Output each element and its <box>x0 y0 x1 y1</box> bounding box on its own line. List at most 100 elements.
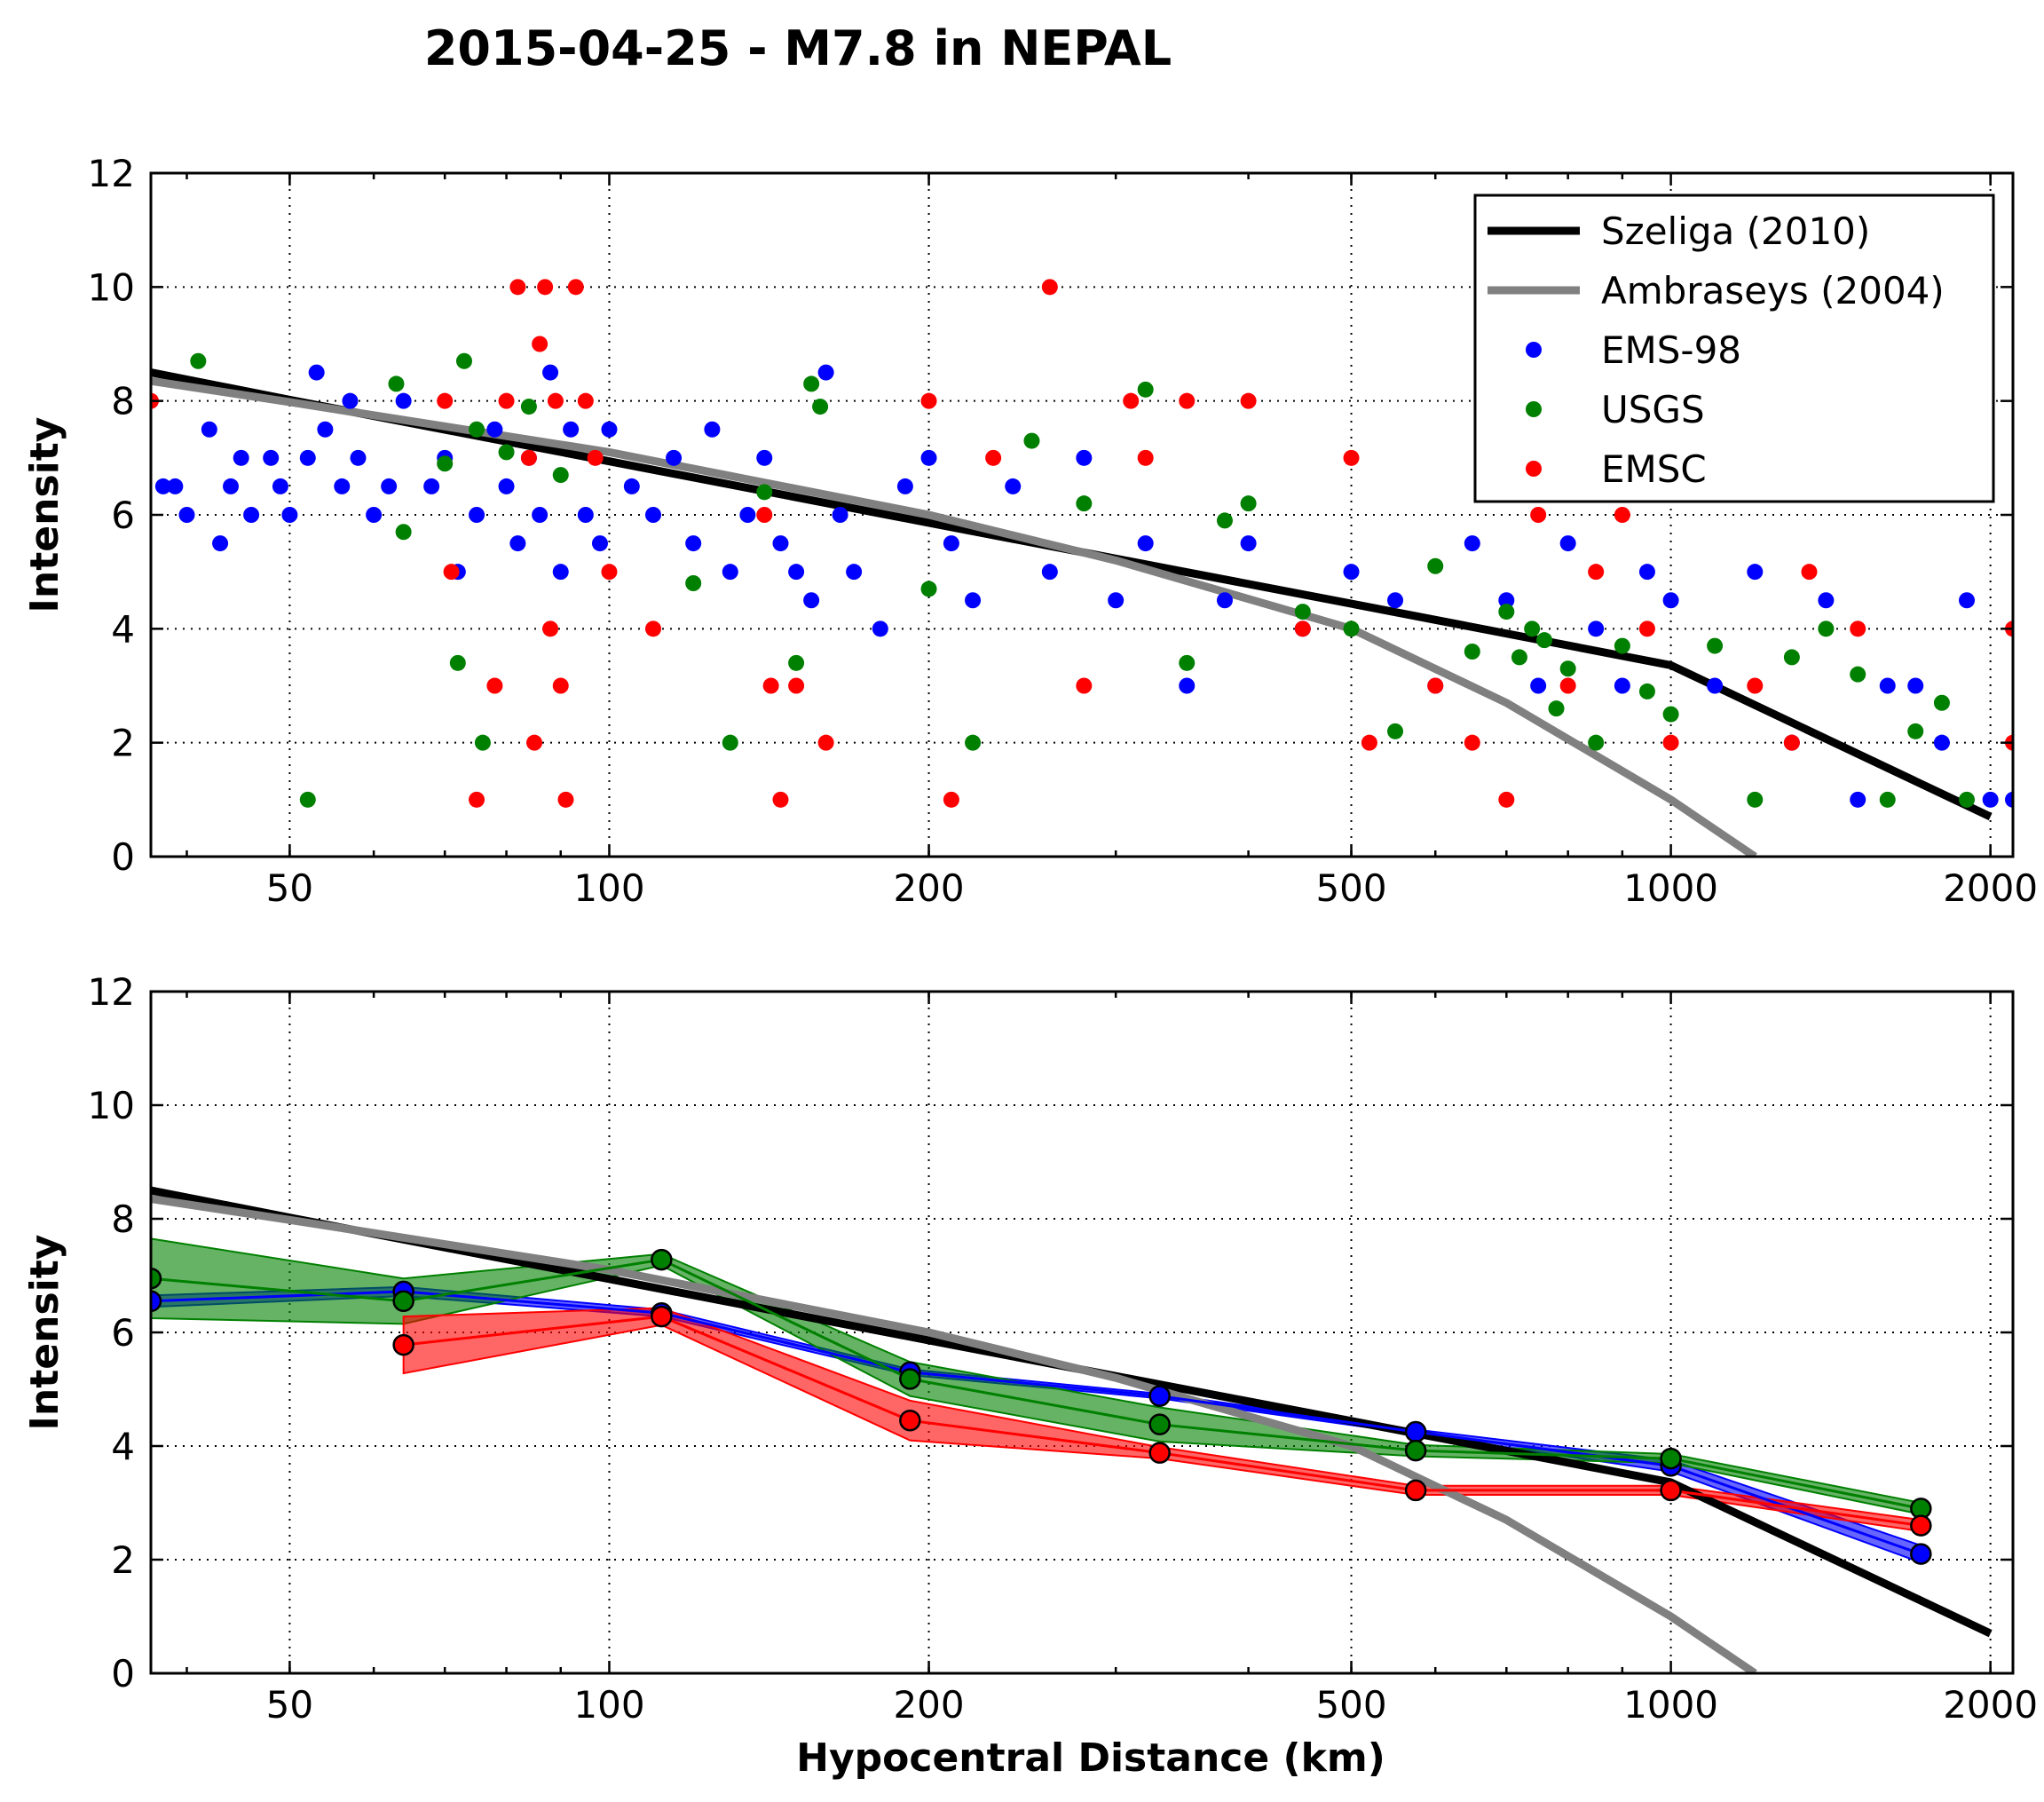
point-ems-98 <box>1076 449 1093 466</box>
point-usgs <box>1850 666 1866 683</box>
point-usgs <box>437 455 454 472</box>
point-ems-98 <box>739 507 756 523</box>
point-ems-98 <box>201 421 217 438</box>
marker-usgs <box>899 1368 921 1390</box>
point-emsc <box>552 677 569 694</box>
line-ambraseys-2004 <box>151 1195 1757 1673</box>
point-usgs <box>1707 637 1724 654</box>
y-axis-label: Intensity <box>22 1235 67 1431</box>
point-ems-98 <box>1108 592 1125 609</box>
point-usgs <box>722 734 738 751</box>
x-tick-label: 1000 <box>1623 866 1718 910</box>
point-usgs <box>1907 723 1924 739</box>
point-ems-98 <box>1464 535 1480 552</box>
point-ems-98 <box>601 421 618 438</box>
legend-box <box>1473 194 1995 503</box>
y-tick-label: 8 <box>111 1197 135 1241</box>
point-ems-98 <box>178 507 195 523</box>
point-ems-98 <box>1638 564 1655 581</box>
point-usgs <box>1511 649 1527 666</box>
point-usgs <box>1498 604 1515 620</box>
x-tick-label: 200 <box>893 866 964 910</box>
point-usgs <box>1216 512 1233 529</box>
point-usgs <box>520 399 537 415</box>
marker-emsc <box>1910 1514 1932 1537</box>
y-tick-label: 0 <box>111 1652 135 1695</box>
point-ems-98 <box>1137 535 1154 552</box>
point-ems-98 <box>1662 592 1679 609</box>
marker-ems-98 <box>1404 1420 1427 1443</box>
point-emsc <box>943 791 959 808</box>
point-usgs <box>388 375 405 392</box>
point-usgs <box>1559 660 1576 677</box>
marker-usgs <box>151 1267 162 1290</box>
point-ems-98 <box>317 421 334 438</box>
y-tick-label: 2 <box>111 1538 135 1582</box>
y-axis-label: Intensity <box>22 417 67 613</box>
line-ambraseys-2004 <box>151 376 1757 857</box>
band-usgs <box>151 1237 1922 1516</box>
point-emsc <box>547 392 564 409</box>
point-ems-98 <box>943 535 959 552</box>
point-emsc <box>1123 392 1140 409</box>
point-ems-98 <box>366 507 383 523</box>
legend-label-emsc: EMSC <box>1601 447 1707 491</box>
point-ems-98 <box>263 449 280 466</box>
point-emsc <box>1638 620 1655 637</box>
point-ems-98 <box>704 421 721 438</box>
marker-emsc <box>392 1333 414 1356</box>
point-emsc <box>1747 677 1764 694</box>
point-emsc <box>1588 564 1605 581</box>
legend-label-szeliga-2010: Szeliga (2010) <box>1601 209 1870 253</box>
point-emsc <box>1662 734 1679 751</box>
point-ems-98 <box>334 478 351 494</box>
point-ems-98 <box>1343 564 1360 581</box>
point-usgs <box>474 734 491 751</box>
point-usgs <box>685 575 702 591</box>
point-emsc <box>587 449 604 466</box>
point-ems-98 <box>1747 564 1764 581</box>
point-ems-98 <box>896 478 913 494</box>
point-emsc <box>772 791 789 808</box>
point-usgs <box>1933 694 1950 711</box>
marker-emsc <box>1660 1479 1682 1502</box>
marker-usgs <box>1660 1447 1682 1470</box>
point-usgs <box>455 352 472 369</box>
point-usgs <box>788 654 805 671</box>
point-usgs <box>552 467 569 484</box>
point-ems-98 <box>1879 677 1896 694</box>
marker-emsc <box>1148 1442 1171 1464</box>
x-tick-label: 2000 <box>1943 1683 2038 1727</box>
marker-usgs <box>1404 1439 1427 1462</box>
y-tick-label: 2 <box>111 722 135 765</box>
point-emsc <box>1137 449 1154 466</box>
point-usgs <box>965 734 982 751</box>
point-ems-98 <box>1850 791 1866 808</box>
point-usgs <box>1179 654 1196 671</box>
point-ems-98 <box>1559 535 1576 552</box>
x-tick-label: 100 <box>573 1683 644 1727</box>
point-emsc <box>1559 677 1576 694</box>
point-emsc <box>557 791 574 808</box>
point-usgs <box>449 654 466 671</box>
y-tick-label: 10 <box>88 1084 135 1127</box>
point-ems-98 <box>498 478 515 494</box>
marker-ems-98 <box>1148 1385 1171 1407</box>
point-ems-98 <box>1933 734 1950 751</box>
point-emsc <box>920 392 937 409</box>
point-emsc <box>537 279 554 296</box>
top-panel: 50 100 200 500 1000 2000 0 2 4 6 8 10 12 Intensity Sze… <box>22 152 2038 910</box>
point-emsc <box>469 791 485 808</box>
point-ems-98 <box>395 392 412 409</box>
point-usgs <box>1959 791 1976 808</box>
x-tick-label: 1000 <box>1623 1683 1718 1727</box>
x-tick-label: 500 <box>1315 1683 1386 1727</box>
point-ems-98 <box>299 449 316 466</box>
plot-area <box>151 279 2013 857</box>
point-emsc <box>1801 564 1818 581</box>
point-emsc <box>756 507 773 523</box>
x-tick-label: 50 <box>266 866 313 910</box>
point-ems-98 <box>1216 592 1233 609</box>
point-ems-98 <box>342 392 359 409</box>
point-ems-98 <box>817 364 834 381</box>
